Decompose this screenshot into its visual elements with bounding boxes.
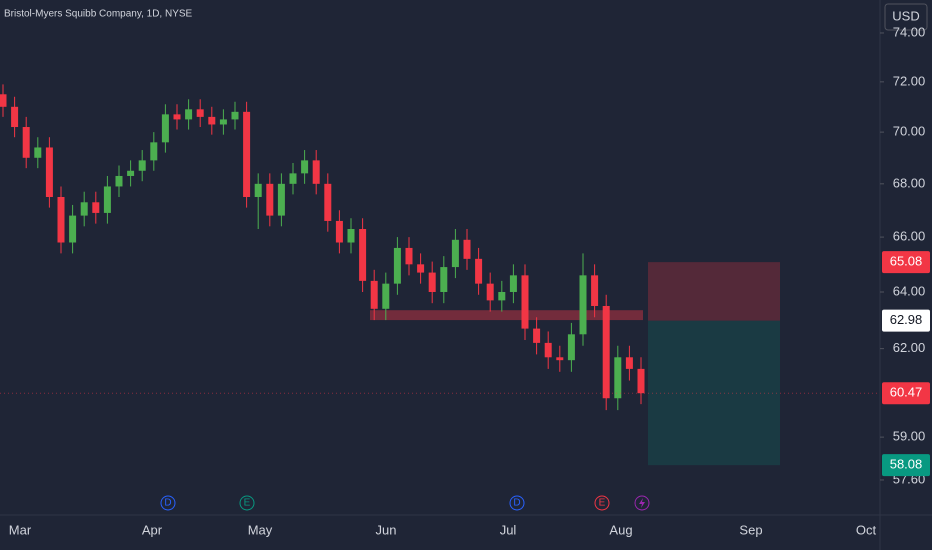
x-tick-label: Jul xyxy=(500,522,517,537)
candle-body xyxy=(533,328,541,343)
y-tick-label: 59.00 xyxy=(893,429,926,444)
event-label[interactable]: E xyxy=(599,498,606,509)
candle-body xyxy=(567,334,575,361)
candle-body xyxy=(382,283,390,309)
candle-body xyxy=(34,147,42,158)
event-label[interactable]: E xyxy=(244,498,251,509)
candle-body xyxy=(405,247,413,265)
candle-body xyxy=(150,142,158,161)
event-label[interactable]: D xyxy=(513,498,520,509)
candle-body xyxy=(231,111,239,120)
candle-body xyxy=(69,215,77,243)
price-label: 65.08 xyxy=(890,254,923,269)
candle-body xyxy=(11,106,19,128)
support-zone xyxy=(370,310,643,321)
candle-body xyxy=(254,183,262,197)
candle-body xyxy=(57,196,65,243)
candle-body xyxy=(103,186,111,213)
candle-body xyxy=(92,202,100,213)
candle-body xyxy=(0,94,7,107)
candle-body xyxy=(451,239,459,268)
chart-title: Bristol-Myers Squibb Company, 1D, NYSE xyxy=(4,9,193,20)
y-tick-label: 64.00 xyxy=(893,283,926,298)
event-label[interactable]: D xyxy=(164,498,171,509)
candle-body xyxy=(243,111,251,197)
candle-body xyxy=(440,267,448,292)
candle-body xyxy=(370,280,378,309)
price-label: 58.08 xyxy=(890,457,923,472)
candle-body xyxy=(173,114,181,120)
x-tick-label: Mar xyxy=(9,522,32,537)
price-label: 62.98 xyxy=(890,312,923,327)
candle-body xyxy=(45,147,53,197)
event-marker[interactable] xyxy=(509,495,525,511)
y-tick-label: 66.00 xyxy=(893,229,926,244)
event-marker[interactable] xyxy=(160,495,176,511)
price-label-box xyxy=(882,382,930,405)
candle-body xyxy=(463,239,471,259)
candle-body xyxy=(138,160,146,171)
candle-body xyxy=(301,160,309,174)
candle-body xyxy=(579,275,587,335)
candle-body xyxy=(614,357,622,399)
candle-body xyxy=(80,202,88,216)
event-marker[interactable] xyxy=(239,495,255,511)
event-marker[interactable] xyxy=(594,495,610,511)
candle-body xyxy=(185,109,193,120)
y-tick-label: 70.00 xyxy=(893,124,926,139)
x-tick-label: Oct xyxy=(856,522,877,537)
candle-body xyxy=(486,283,494,301)
candle-body xyxy=(556,357,564,361)
candle-body xyxy=(115,175,123,187)
y-tick-label: 62.00 xyxy=(893,340,926,355)
x-tick-label: Sep xyxy=(739,522,762,537)
currency-button[interactable] xyxy=(884,3,928,31)
y-tick-label: 68.00 xyxy=(893,175,926,190)
candle-body xyxy=(127,170,135,176)
candle-body xyxy=(161,114,169,143)
candle-body xyxy=(312,160,320,184)
candle-body xyxy=(277,183,285,216)
x-tick-label: Apr xyxy=(142,522,163,537)
price-label-box xyxy=(882,454,930,477)
candle-body xyxy=(335,220,343,243)
candle-body xyxy=(22,127,30,158)
stop-zone xyxy=(648,262,780,321)
price-label-box xyxy=(882,251,930,274)
x-tick-label: Jun xyxy=(376,522,397,537)
candle-body xyxy=(428,272,436,292)
y-tick-label: 74.00 xyxy=(893,24,926,39)
candle-body xyxy=(359,228,367,281)
candle-body xyxy=(509,275,517,292)
candle-body xyxy=(289,173,297,184)
candle-body xyxy=(602,305,610,399)
price-label-box xyxy=(882,309,930,332)
candle-body xyxy=(417,264,425,273)
candle-body xyxy=(393,247,401,284)
candle-body xyxy=(544,342,552,358)
target-zone xyxy=(648,320,780,466)
candle-body xyxy=(266,183,274,216)
x-tick-label: May xyxy=(248,522,273,537)
currency[interactable]: USD xyxy=(892,8,919,23)
candle-body xyxy=(324,183,332,221)
candle-body xyxy=(637,368,645,394)
candle-body xyxy=(625,357,633,369)
price-label: 60.47 xyxy=(890,385,923,400)
candle-body xyxy=(347,228,355,243)
candle-body xyxy=(521,275,529,329)
candle-body xyxy=(498,291,506,301)
y-tick-label: 72.00 xyxy=(893,73,926,88)
candle-body xyxy=(591,275,599,306)
candle-body xyxy=(475,258,483,284)
split-icon xyxy=(639,498,645,508)
candle-body xyxy=(208,116,216,125)
candle-body xyxy=(196,109,204,117)
x-tick-label: Aug xyxy=(609,522,632,537)
candle-body xyxy=(219,119,227,125)
